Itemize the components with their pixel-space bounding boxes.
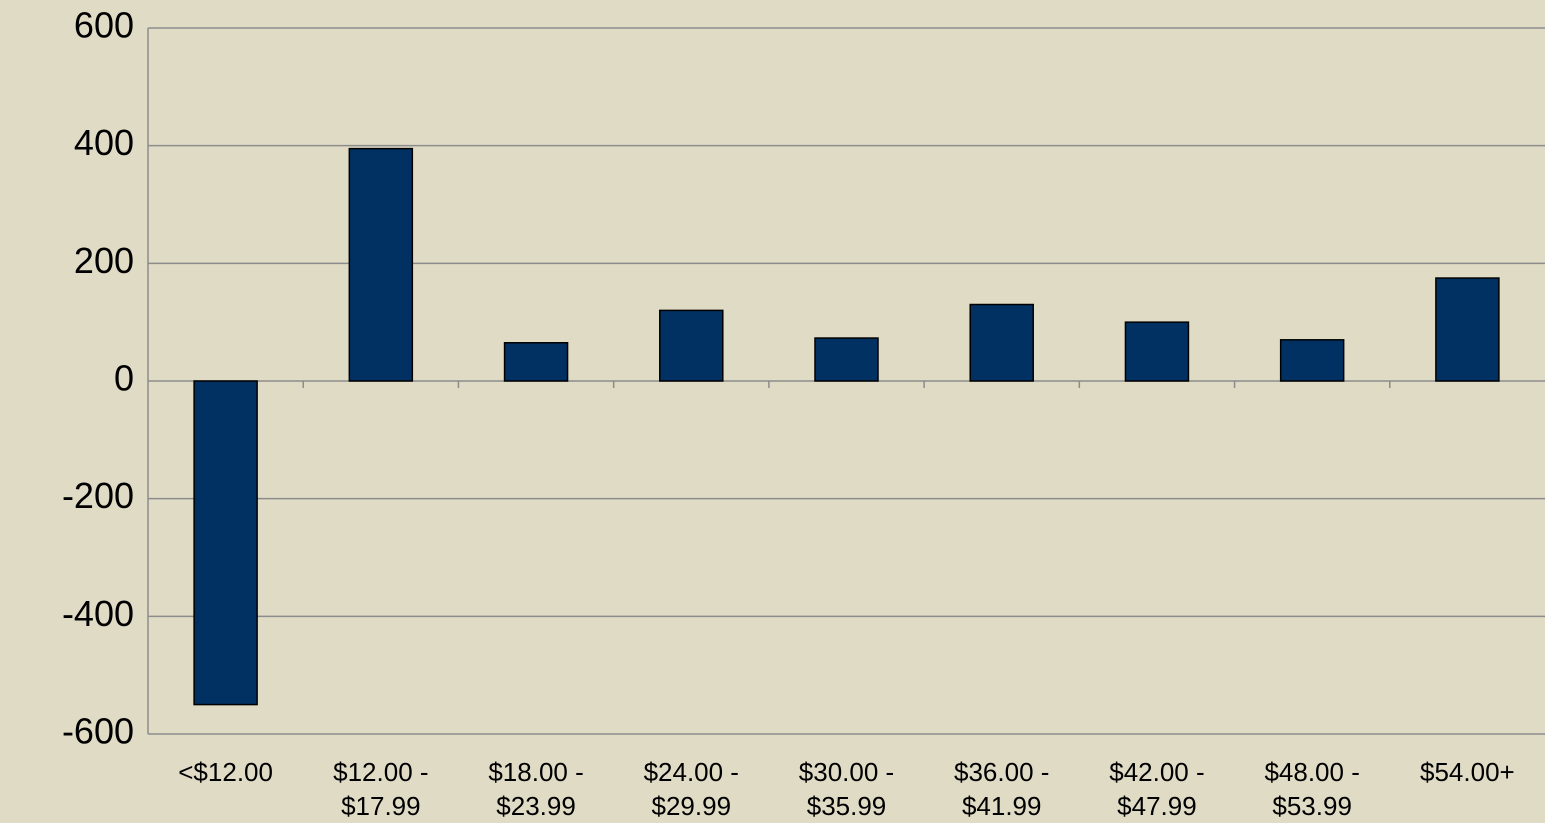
y-tick-label: -400	[62, 593, 134, 634]
y-tick-label: 200	[74, 240, 134, 281]
bar	[1435, 277, 1500, 382]
bar	[1279, 339, 1345, 382]
y-tick-label: 600	[74, 5, 134, 46]
x-tick-label: $24.00 - $29.99	[643, 757, 739, 821]
x-tick-label: $54.00+	[1420, 757, 1515, 787]
x-tick-label: $12.00 - $17.99	[333, 757, 429, 821]
bar	[503, 342, 569, 382]
x-tick-label: $36.00 - $41.99	[954, 757, 1050, 821]
x-tick-label: $18.00 - $23.99	[488, 757, 584, 821]
y-tick-label: -200	[62, 475, 134, 516]
x-tick-label: $48.00 - $53.99	[1264, 757, 1360, 821]
bar	[814, 337, 879, 382]
y-tick-label: 400	[74, 122, 134, 163]
y-tick-label: -600	[62, 711, 134, 752]
bar	[969, 303, 1034, 382]
x-tick-label: <$12.00	[178, 757, 273, 787]
bar	[659, 309, 724, 382]
x-tick-label: $42.00 - $47.99	[1109, 757, 1205, 821]
y-tick-label: 0	[114, 358, 134, 399]
bar	[193, 380, 258, 706]
bar	[1124, 321, 1190, 382]
x-tick-label: $30.00 - $35.99	[798, 757, 895, 821]
bar	[348, 147, 414, 382]
